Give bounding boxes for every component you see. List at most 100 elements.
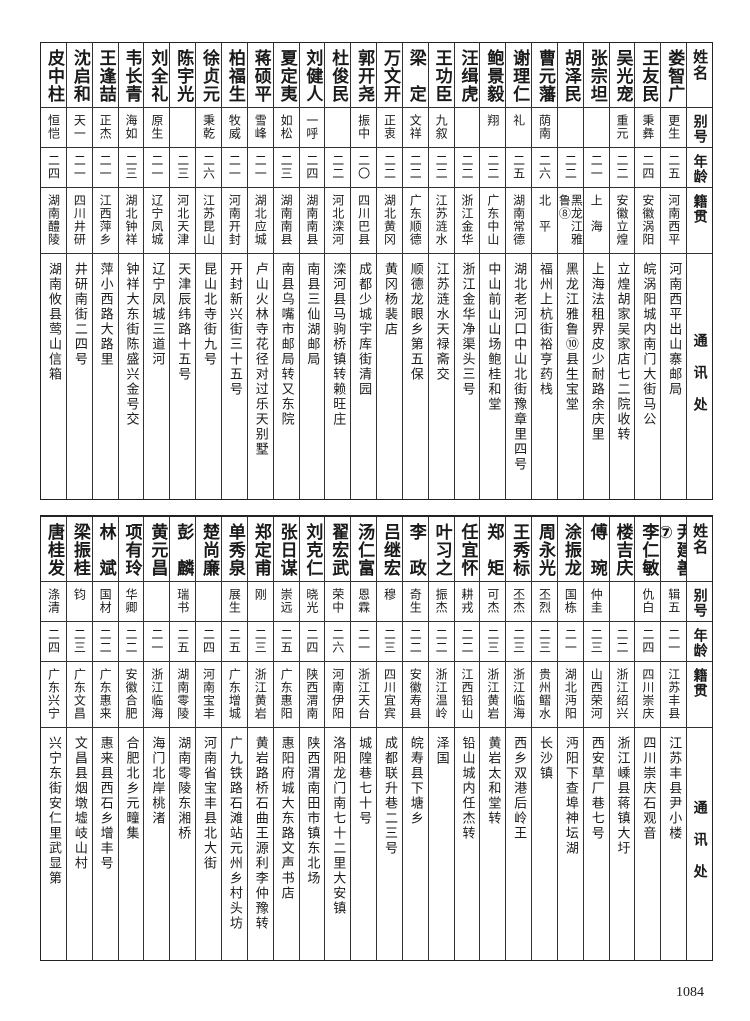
address-cell: 四川崇庆石观音 [635, 728, 660, 960]
age-cell: 二三 [583, 622, 609, 662]
address-text: 西乡双港后岭王 [511, 736, 527, 841]
native-cell: 辽宁凤城 [144, 188, 170, 254]
age-cell: 二一 [66, 148, 92, 188]
person-column: 王秀标 丕杰 二三 浙江临海 西乡双港后岭王 [505, 517, 532, 960]
person-column: 项有玲 华卿 二二 安徽合肥 合肥北乡元疃集 [117, 517, 144, 960]
address-cell: 上海法租界皮少耐路余庆里 [584, 254, 609, 499]
address-cell: 长沙镇 [532, 728, 557, 960]
native-cell: 江苏丰县 [661, 662, 687, 728]
header-column: 姓名 别号 年龄 籍贯 通讯处 [686, 43, 712, 499]
age-cell: 二三 [118, 148, 144, 188]
address-cell: 萍小西路大路里 [93, 254, 118, 499]
name-text: 陈宇光 [173, 49, 194, 103]
name-cell: 吴光宠 [609, 43, 635, 108]
address-cell: 惠阳府城大东路文声书店 [274, 728, 299, 960]
address-cell: 通讯处 [687, 728, 712, 960]
name-text: 叶习之 [431, 523, 452, 577]
address-cell: 黄岩路桥石曲王源利李仲豫转 [248, 728, 273, 960]
native-text: 湖北黄冈 [382, 194, 397, 246]
address-text: 中山前山山场鲍桂和堂 [485, 262, 501, 412]
alias-cell: 正衷 [377, 108, 402, 148]
age-cell: 二二 [92, 622, 118, 662]
header-address-text: 通讯处 [691, 800, 708, 896]
alias-text: 如松 [279, 114, 294, 140]
age-text: 二六 [330, 628, 345, 654]
native-cell: 浙江绍兴 [609, 662, 635, 728]
person-column: 唐桂发 涤清 二四 广东兴宁 兴宁东街安仁里武显第 [41, 517, 66, 960]
native-cell: 广东顺德 [402, 188, 428, 254]
address-cell: 昆山北寺街九号 [196, 254, 221, 499]
alias-cell [196, 582, 221, 622]
alias-cell: 牧威 [221, 108, 247, 148]
age-cell: 二二 [402, 622, 428, 662]
name-cell: 楼吉庆 [609, 517, 635, 582]
name-text: 韦长青 [121, 49, 142, 103]
name-text: 任宜怀 [457, 523, 478, 577]
name-text: 杜俊民 [328, 49, 349, 103]
age-text: 二四 [640, 628, 655, 654]
native-text: 江苏丰县 [666, 668, 681, 720]
name-cell: 涂振龙 [557, 517, 583, 582]
age-text: 二〇 [356, 154, 371, 180]
address-text: 南县乌嘴市邮局转又东院 [278, 262, 294, 427]
name-text: 皮中柱 [43, 49, 64, 103]
roster-table-bottom: 姓名 别号 年龄 籍贯 通讯处 尹建善⑦ 辑五 二一 江苏丰县 江苏丰县尹小楼 李仁敏 仇白 二四 四川崇… [40, 515, 713, 961]
name-cell: 夏定夷 [273, 43, 299, 108]
native-cell: 山西荣河 [583, 662, 609, 728]
age-text: 二三 [485, 628, 500, 654]
native-cell: 河北天津 [170, 188, 196, 254]
header-address-text: 通讯处 [691, 332, 708, 429]
age-text: 二三 [537, 628, 552, 654]
age-text: 二一 [149, 154, 164, 180]
address-text: 兴宁东街安仁里武显第 [45, 736, 61, 886]
name-cell: 徐贞元 [196, 43, 221, 108]
alias-text: 荣中 [330, 588, 345, 614]
address-text: 黄冈杨裴店 [381, 262, 397, 337]
native-cell: 贵州鳛水 [532, 662, 557, 728]
alias-cell: 别号 [687, 108, 712, 148]
alias-text: 正衷 [382, 114, 397, 140]
address-cell: 西安草厂巷七号 [584, 728, 609, 960]
address-text: 黄岩路桥石曲王源利李仲豫转 [252, 736, 268, 931]
address-cell: 立煌胡家吴家店七二院收转 [610, 254, 635, 499]
age-text: 二五 [175, 628, 190, 654]
address-cell: 洛阳龙门南七十二里大安镇 [325, 728, 350, 960]
native-text: 安徽合肥 [124, 668, 139, 720]
name-text: 傅 琬 [586, 523, 607, 577]
name-text: 唐桂发 [43, 523, 64, 577]
age-cell: 二二 [454, 622, 480, 662]
age-text: 二二 [615, 154, 630, 180]
age-cell: 二五 [170, 622, 196, 662]
age-text: 二二 [434, 154, 449, 180]
native-cell: 湖南常德 [506, 188, 532, 254]
address-cell: 广九铁路石滩站元州乡村头坊 [222, 728, 247, 960]
native-cell: 江苏昆山 [196, 188, 221, 254]
name-cell: 李 政 [402, 517, 428, 582]
address-text: 滦河县马驹桥镇转赖旺庄 [330, 262, 346, 427]
native-text: 广东惠来 [98, 668, 113, 720]
age-text: 二三 [124, 154, 139, 180]
name-text: 郑 矩 [483, 523, 504, 577]
person-column: 胡泽民 二二 黑龙江雅鲁⑧ 黑龙江雅鲁⑩县生宝堂 [556, 43, 583, 499]
address-cell: 成都少城宇库街清园 [351, 254, 376, 499]
age-cell: 二四 [196, 622, 221, 662]
native-text: 四川巴县 [356, 194, 371, 246]
alias-cell [557, 108, 583, 148]
alias-text: 涤清 [46, 588, 61, 614]
person-column: 张日谋 崇远 二五 广东惠阳 惠阳府城大东路文声书店 [272, 517, 299, 960]
age-text: 二一 [98, 154, 113, 180]
name-cell: 刘健人 [299, 43, 325, 108]
person-column: 郑定甫刚二三 浙江黄岩 黄岩路桥石曲王源利李仲豫转 [246, 517, 273, 960]
age-cell: 二一 [351, 622, 377, 662]
name-cell: 鲍景毅 [480, 43, 506, 108]
person-column: 叶习之 振杰 二二 浙江温岭 泽国 [427, 517, 454, 960]
native-text: 湖北钟祥 [124, 194, 139, 246]
native-text: 江苏涟水 [434, 194, 449, 246]
alias-text: 文祥 [408, 114, 423, 140]
name-text: 郑定甫 [250, 523, 271, 577]
alias-text: 礼 [511, 114, 526, 127]
address-text: 皖寿县下塘乡 [407, 736, 423, 826]
age-text: 二二 [459, 628, 474, 654]
address-text: 南县三仙湖邮局 [304, 262, 320, 367]
name-cell: 王秀标 [506, 517, 532, 582]
